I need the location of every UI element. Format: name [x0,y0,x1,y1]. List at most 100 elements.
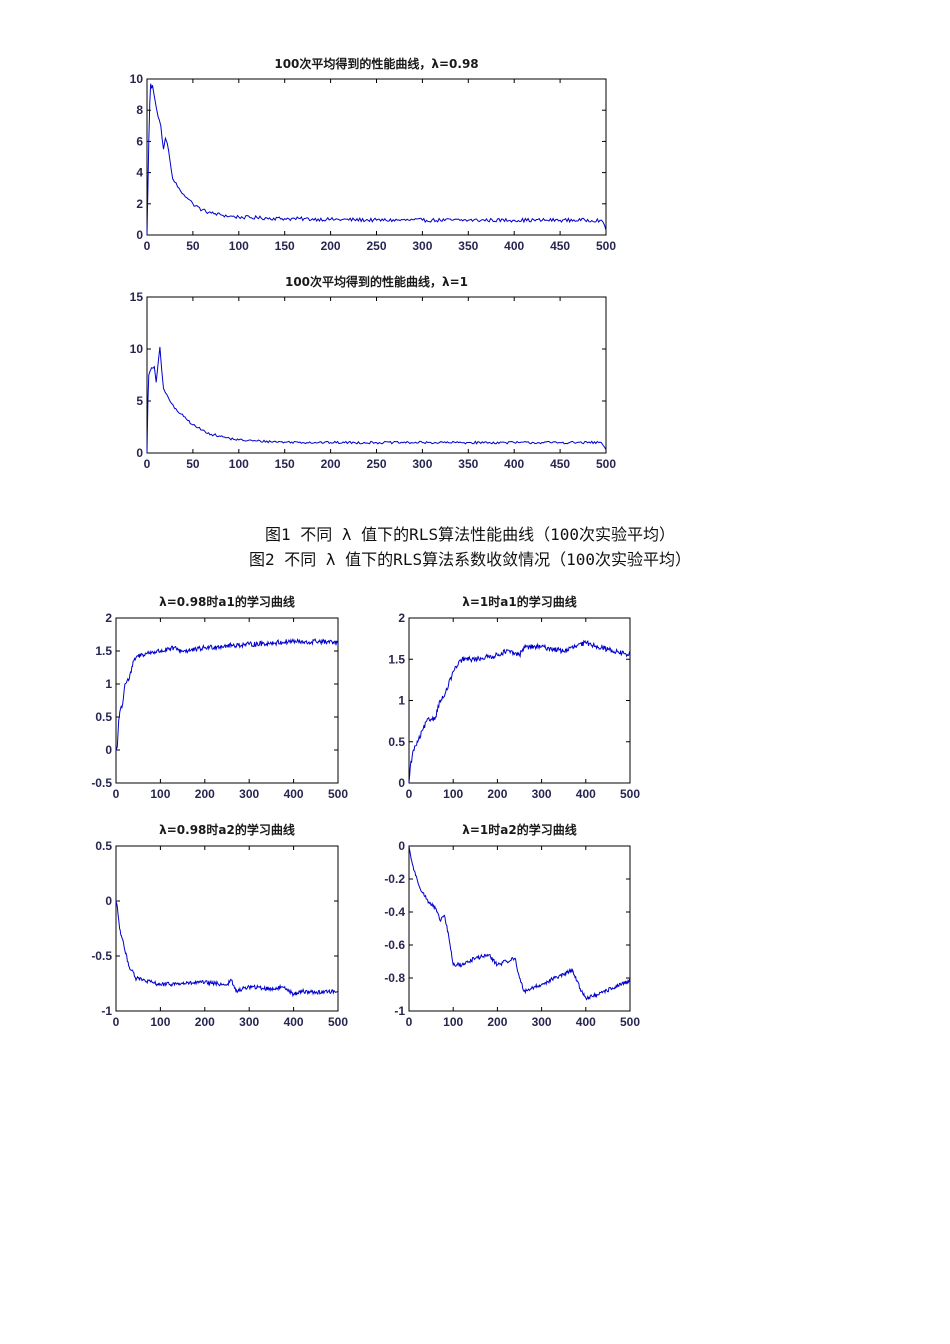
figure-1-caption: 图1 不同 λ 值下的RLS算法性能曲线（100次实验平均） [265,525,675,544]
series-line [408,845,631,1001]
x-tick-label: 0 [406,787,413,801]
x-tick-label: 250 [366,239,386,253]
x-tick-label: 450 [550,457,570,471]
x-tick-label: 0 [113,787,120,801]
chart-title: 100次平均得到的性能曲线，λ=0.98 [274,56,478,71]
chart-a2_1: λ=1时a2的学习曲线 0 100 200 300 400 500 -1 -0.8 -0.6 -0.… [384,822,640,1029]
x-tick-label: 100 [229,239,249,253]
x-tick-label: 300 [239,787,259,801]
x-tick-label: 500 [596,239,616,253]
x-tick-label: 100 [150,1015,170,1029]
chart-a1_1: λ=1时a1的学习曲线 0 100 200 300 400 500 0 0.5 1 1.5 2 [388,594,640,801]
x-tick-label: 450 [550,239,570,253]
chart-perf1: 100次平均得到的性能曲线，λ=10 50 100 150 200 250 300 350 40… [130,274,617,471]
y-tick-label: 15 [130,290,144,304]
chart-title: λ=1时a1的学习曲线 [462,594,576,609]
y-tick-label: 0 [136,228,143,242]
y-tick-label: 6 [136,134,143,148]
y-tick-label: 0 [105,743,112,757]
x-tick-label: 500 [620,787,640,801]
y-tick-label: 2 [398,611,405,625]
x-tick-label: 300 [412,239,432,253]
x-tick-label: 400 [284,1015,304,1029]
x-tick-label: 300 [412,457,432,471]
y-tick-label: 0 [398,776,405,790]
x-tick-label: 0 [144,239,151,253]
series-line [146,346,607,454]
x-tick-label: 100 [229,457,249,471]
series-line [115,900,339,998]
x-tick-label: 200 [487,1015,507,1029]
x-tick-label: 500 [596,457,616,471]
x-tick-label: 150 [275,457,295,471]
plot-area [146,78,607,236]
x-tick-label: 200 [195,787,215,801]
y-tick-label: 4 [136,166,143,180]
x-tick-label: 200 [321,457,341,471]
y-tick-label: 10 [130,72,144,86]
x-tick-label: 100 [443,1015,463,1029]
x-tick-label: 400 [504,239,524,253]
y-tick-label: 10 [130,342,144,356]
y-tick-label: 8 [136,103,143,117]
y-tick-label: 1.5 [95,644,112,658]
x-tick-label: 100 [150,787,170,801]
y-tick-label: 0 [398,839,405,853]
x-tick-label: 250 [366,457,386,471]
y-tick-label: -1 [101,1004,112,1018]
x-tick-label: 350 [458,457,478,471]
y-tick-label: 1 [398,694,405,708]
x-tick-label: 0 [144,457,151,471]
chart-perf98: 100次平均得到的性能曲线，λ=0.980 50 100 150 200 250 300 35… [130,56,617,253]
series-line [146,83,607,236]
y-tick-label: -0.5 [91,949,112,963]
figure-2-caption: 图2 不同 λ 值下的RLS算法系数收敛情况（100次实验平均） [249,550,691,569]
y-tick-label: -0.4 [384,905,405,919]
plot-area [146,296,607,454]
x-tick-label: 200 [321,239,341,253]
x-tick-label: 400 [576,1015,596,1029]
y-tick-label: 5 [136,394,143,408]
x-tick-label: 400 [504,457,524,471]
plot-area [408,845,631,1012]
x-tick-label: 350 [458,239,478,253]
x-tick-label: 500 [328,787,348,801]
x-tick-label: 400 [576,787,596,801]
chart-title: λ=0.98时a1的学习曲线 [159,594,295,609]
x-tick-label: 0 [113,1015,120,1029]
y-tick-label: 1.5 [388,652,405,666]
x-tick-label: 400 [284,787,304,801]
chart-title: λ=0.98时a2的学习曲线 [159,822,295,837]
x-tick-label: 500 [328,1015,348,1029]
y-tick-label: 0.5 [388,735,405,749]
x-tick-label: 50 [186,239,200,253]
chart-title: λ=1时a2的学习曲线 [462,822,576,837]
x-tick-label: 200 [195,1015,215,1029]
y-tick-label: 0.5 [95,839,112,853]
y-tick-label: 0 [105,894,112,908]
plot-area [115,845,339,1012]
y-tick-label: -1 [394,1004,405,1018]
y-tick-label: -0.2 [384,872,405,886]
y-tick-label: -0.5 [91,776,112,790]
x-tick-label: 150 [275,239,295,253]
chart-title: 100次平均得到的性能曲线，λ=1 [285,274,468,289]
x-tick-label: 200 [487,787,507,801]
series-line [115,637,339,751]
y-tick-label: 2 [105,611,112,625]
y-tick-label: -0.6 [384,938,405,952]
y-tick-label: 2 [136,197,143,211]
plot-area [408,617,631,784]
x-tick-label: 100 [443,787,463,801]
x-tick-label: 500 [620,1015,640,1029]
x-tick-label: 300 [239,1015,259,1029]
series-line [408,639,631,784]
y-tick-label: -0.8 [384,971,405,985]
x-tick-label: 0 [406,1015,413,1029]
y-tick-label: 0.5 [95,710,112,724]
x-tick-label: 50 [186,457,200,471]
x-tick-label: 300 [532,787,552,801]
chart-a2_98: λ=0.98时a2的学习曲线 0 100 200 300 400 500 -1 -0.5 0 0.5 [91,822,348,1029]
y-tick-label: 0 [136,446,143,460]
